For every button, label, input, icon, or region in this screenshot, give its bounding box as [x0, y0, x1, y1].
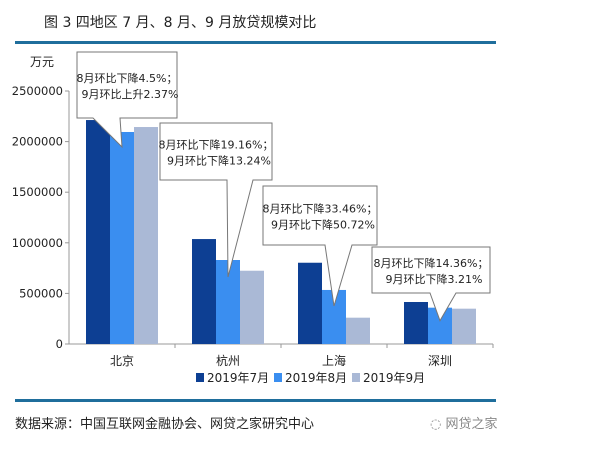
- bar-7-3: [404, 302, 428, 344]
- y-tick-label: 500000: [19, 286, 63, 300]
- x-tick-label: 杭州: [216, 353, 240, 368]
- wechat-icon: ◌: [430, 417, 446, 432]
- callout-line-2: 9月环比下降50.72%: [271, 218, 375, 232]
- top-divider: [15, 41, 496, 44]
- callout-box: [76, 51, 178, 149]
- x-tick-label: 上海: [322, 353, 346, 368]
- legend-swatch: [274, 373, 282, 382]
- callout-box: [262, 185, 378, 307]
- x-tick-label: 北京: [110, 354, 134, 368]
- callout-box: [371, 246, 491, 322]
- watermark-logo: ◌ 网贷之家: [430, 413, 498, 432]
- y-tick-label: 0: [56, 337, 63, 351]
- callout-box: [159, 122, 273, 278]
- bottom-divider: [15, 399, 496, 402]
- legend-swatch: [352, 373, 360, 382]
- bar-8-0: [110, 131, 134, 344]
- y-axis-unit: 万元: [30, 55, 54, 69]
- legend-label: 2019年7月: [207, 371, 269, 385]
- bar-9-1: [240, 270, 264, 344]
- legend-label: 2019年8月: [285, 371, 347, 385]
- logo-text: 网贷之家: [445, 417, 498, 432]
- callout-line-2: 9月环比下降13.24%: [167, 154, 271, 168]
- bar-9-0: [134, 127, 158, 345]
- callout-line-1: 8月环比下降33.46%；: [263, 202, 378, 216]
- bar-9-3: [452, 308, 476, 344]
- y-tick-label: 1000000: [12, 236, 63, 250]
- y-tick-label: 2000000: [12, 135, 63, 149]
- bar-7-2: [298, 262, 322, 344]
- legend-label: 2019年9月: [363, 371, 425, 385]
- bar-9-2: [346, 317, 370, 344]
- data-source: 数据来源：中国互联网金融协会、网贷之家研究中心: [15, 417, 315, 432]
- bar-7-1: [192, 239, 216, 344]
- x-tick-label: 深圳: [428, 354, 452, 368]
- chart-title: 图 3 四地区 7 月、8 月、9 月放贷规模对比: [44, 15, 317, 31]
- callout-line-1: 8月环比下降19.16%；: [159, 138, 274, 152]
- callout-line-2: 9月环比上升2.37%: [82, 88, 179, 101]
- callout-line-1: 8月环比下降14.36%；: [374, 256, 489, 270]
- y-tick-label: 2500000: [12, 84, 63, 98]
- callout-line-1: 8月环比下降4.5%；: [77, 71, 178, 85]
- legend-swatch: [196, 373, 204, 382]
- callout-line-2: 9月环比下降3.21%: [386, 272, 483, 286]
- bar-7-0: [86, 120, 110, 344]
- y-tick-label: 1500000: [12, 185, 63, 199]
